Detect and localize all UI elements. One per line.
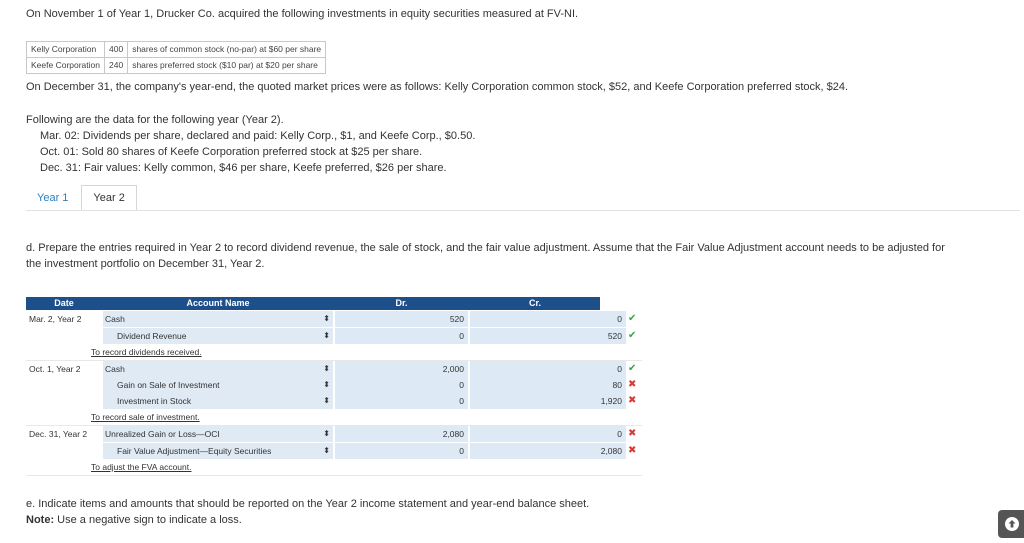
part-e-note: Note: Use a negative sign to indicate a …	[26, 514, 242, 526]
journal-row: Oct. 1, Year 2 Cash ⬍ 2,000 0 ✔	[26, 361, 642, 377]
table-row: Keefe Corporation 240 shares preferred s…	[26, 57, 327, 74]
credit-input[interactable]: 80	[470, 377, 626, 393]
debit-input[interactable]: 0	[335, 328, 468, 344]
account-name: Fair Value Adjustment—Equity Securities	[117, 446, 272, 456]
credit-input[interactable]: 520	[470, 328, 626, 344]
updown-arrows-icon: ⬍	[323, 396, 330, 405]
updown-arrows-icon: ⬍	[323, 446, 330, 455]
debit-input[interactable]: 520	[335, 311, 468, 327]
checkmark-icon: ✔	[628, 313, 637, 324]
header-date: Date	[54, 298, 74, 308]
account-name: Cash	[105, 314, 125, 324]
account-name: Gain on Sale of Investment	[117, 380, 220, 390]
x-mark-icon: ✖	[628, 395, 637, 406]
holding-name: Kelly Corporation	[26, 41, 105, 58]
credit-input[interactable]: 2,080	[470, 443, 626, 459]
entry-date: Oct. 1, Year 2	[29, 364, 81, 374]
account-name: Unrealized Gain or Loss—OCI	[105, 429, 220, 439]
following-text: Following are the data for the following…	[26, 114, 284, 126]
updown-arrows-icon: ⬍	[323, 429, 330, 438]
entry-date: Mar. 2, Year 2	[29, 314, 82, 324]
journal-row: Investment in Stock ⬍ 0 1,920 ✖	[26, 393, 642, 409]
account-select[interactable]: Fair Value Adjustment—Equity Securities ⬍	[103, 443, 333, 459]
intro-text: On November 1 of Year 1, Drucker Co. acq…	[26, 8, 579, 20]
account-name: Cash	[105, 364, 125, 374]
x-mark-icon: ✖	[628, 379, 637, 390]
part-e-line1: e. Indicate items and amounts that shoul…	[26, 498, 590, 510]
account-select[interactable]: Investment in Stock ⬍	[103, 393, 333, 409]
holding-qty: 400	[103, 41, 129, 58]
journal-row: Mar. 2, Year 2 Cash ⬍ 520 0 ✔	[26, 311, 642, 327]
header-cr: Cr.	[528, 298, 541, 308]
journal-row: Dec. 31, Year 2 Unrealized Gain or Loss—…	[26, 426, 642, 442]
journal-row: Dividend Revenue ⬍ 0 520 ✔	[26, 328, 642, 344]
account-name: Dividend Revenue	[117, 331, 187, 341]
account-select[interactable]: Unrealized Gain or Loss—OCI ⬍	[103, 426, 333, 442]
updown-arrows-icon: ⬍	[323, 314, 330, 323]
credit-input[interactable]: 0	[470, 426, 626, 442]
holding-desc: shares of common stock (no-par) at $60 p…	[127, 41, 327, 58]
entry-note: To record dividends received.	[91, 347, 202, 357]
updown-arrows-icon: ⬍	[323, 380, 330, 389]
credit-input[interactable]: 1,920	[470, 393, 626, 409]
event-mar: Mar. 02: Dividends per share, declared a…	[40, 130, 476, 142]
account-select[interactable]: Dividend Revenue ⬍	[103, 328, 333, 344]
x-mark-icon: ✖	[628, 445, 637, 456]
checkmark-icon: ✔	[628, 330, 637, 341]
debit-input[interactable]: 2,080	[335, 426, 468, 442]
row-divider	[26, 475, 642, 476]
entry-note: To record sale of investment.	[91, 412, 200, 422]
header-account: Account Name	[186, 298, 250, 308]
updown-arrows-icon: ⬍	[323, 331, 330, 340]
account-select[interactable]: Cash ⬍	[103, 311, 333, 327]
updown-arrows-icon: ⬍	[323, 364, 330, 373]
checkmark-icon: ✔	[628, 363, 637, 374]
part-d-line1: d. Prepare the entries required in Year …	[26, 242, 945, 254]
yearend-text: On December 31, the company's year-end, …	[26, 81, 849, 93]
credit-input[interactable]: 0	[470, 361, 626, 377]
row-divider	[26, 360, 642, 361]
account-select[interactable]: Gain on Sale of Investment ⬍	[103, 377, 333, 393]
event-oct: Oct. 01: Sold 80 shares of Keefe Corpora…	[40, 146, 423, 158]
account-select[interactable]: Cash ⬍	[103, 361, 333, 377]
part-d-line2: the investment portfolio on December 31,…	[26, 258, 265, 270]
credit-input[interactable]: 0	[470, 311, 626, 327]
journal-row: Fair Value Adjustment—Equity Securities ⬍…	[26, 443, 642, 459]
scroll-top-button[interactable]	[998, 510, 1024, 538]
debit-input[interactable]: 0	[335, 377, 468, 393]
note-label: Note:	[26, 514, 55, 526]
arrow-up-circle-icon	[1005, 517, 1019, 531]
row-divider	[26, 425, 642, 426]
tab-year-2[interactable]: Year 2	[81, 185, 137, 211]
note-text: Use a negative sign to indicate a loss.	[54, 514, 242, 526]
journal-row: Gain on Sale of Investment ⬍ 0 80 ✖	[26, 377, 642, 393]
table-row: Kelly Corporation 400 shares of common s…	[26, 41, 327, 58]
entry-note: To adjust the FVA account.	[91, 462, 192, 472]
holding-qty: 240	[103, 57, 129, 74]
tab-year-1[interactable]: Year 1	[26, 186, 80, 213]
year-tabs: Year 1 Year 2	[26, 185, 139, 213]
event-dec: Dec. 31: Fair values: Kelly common, $46 …	[40, 162, 447, 174]
journal-header: Date Account Name Dr. Cr.	[26, 297, 600, 310]
holdings-table: Kelly Corporation 400 shares of common s…	[26, 41, 327, 74]
tab-divider	[26, 210, 1020, 211]
x-mark-icon: ✖	[628, 428, 637, 439]
holding-name: Keefe Corporation	[26, 57, 105, 74]
header-dr: Dr.	[395, 298, 408, 308]
debit-input[interactable]: 2,000	[335, 361, 468, 377]
account-name: Investment in Stock	[117, 396, 192, 406]
debit-input[interactable]: 0	[335, 393, 468, 409]
holding-desc: shares preferred stock ($10 par) at $20 …	[127, 57, 327, 74]
debit-input[interactable]: 0	[335, 443, 468, 459]
entry-date: Dec. 31, Year 2	[29, 429, 88, 439]
